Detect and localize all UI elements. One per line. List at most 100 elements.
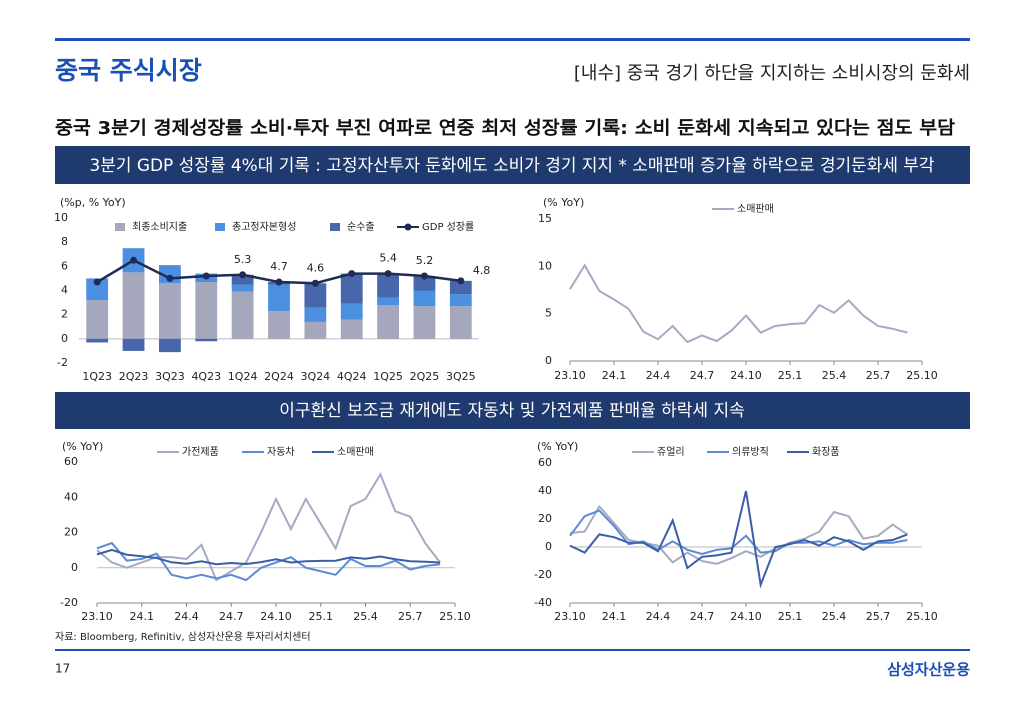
bar-segment (449, 306, 472, 339)
legend-swatch (330, 223, 340, 231)
x-tick-label: 25.4 (822, 610, 847, 623)
legend-label: 의류방직 (732, 446, 769, 458)
x-tick-label: 24.1 (602, 610, 627, 623)
legend-label: 화장품 (812, 446, 840, 458)
x-tick-label: 1Q23 (82, 370, 112, 383)
gdp-point (93, 278, 101, 286)
series-line (569, 263, 908, 344)
series-line (96, 548, 441, 566)
y-tick-label: 6 (61, 259, 68, 272)
x-tick-label: 2Q25 (410, 370, 440, 383)
legend-label: 자동차 (267, 446, 295, 458)
page-number: 17 (55, 662, 70, 676)
bar-segment (413, 306, 436, 339)
y-tick-label: 0 (71, 561, 78, 574)
y-tick-label: -40 (534, 596, 552, 609)
axis-unit: (% YoY) (543, 196, 584, 209)
x-tick-label: 2Q24 (264, 370, 294, 383)
legend-label: 최종소비지출 (132, 221, 187, 233)
bar-segment (268, 284, 290, 312)
x-tick-label: 24.1 (130, 610, 155, 623)
logo: 삼성자산운용 (887, 661, 970, 679)
x-tick-label: 25.10 (906, 369, 938, 382)
x-tick-label: 25.4 (822, 369, 847, 382)
x-tick-label: 24.7 (690, 369, 715, 382)
bottom-rule (55, 649, 970, 651)
x-tick-label: 3Q25 (446, 370, 476, 383)
gdp-point (457, 277, 465, 285)
banner-text: 이구환신 보조금 재개에도 자동차 및 가전제품 판매율 하락세 지속 (279, 401, 745, 421)
gdp-point (130, 256, 138, 264)
x-tick-label: 4Q23 (191, 370, 221, 383)
bar-segment (304, 307, 327, 322)
bar-segment (231, 291, 254, 339)
y-tick-label: 60 (538, 456, 552, 469)
gdp-point (311, 279, 319, 287)
bar-segment (195, 338, 218, 342)
legend-label: 쥬얼리 (657, 446, 685, 458)
banner (55, 146, 970, 184)
source-note: 자료: Bloomberg, Refinitiv, 삼성자산운용 투자리서치센터 (55, 631, 311, 643)
x-tick-label: 25.1 (778, 610, 803, 623)
bar-segment (377, 273, 399, 298)
bar-segment (449, 280, 472, 295)
gdp-point (275, 278, 283, 286)
x-tick-label: 25.1 (778, 369, 803, 382)
y-tick-label: 60 (64, 455, 78, 468)
bar-segment (449, 294, 472, 307)
x-tick-label: 1Q24 (228, 370, 258, 383)
y-tick-label: 20 (538, 512, 552, 525)
legend-label: 소매판매 (737, 203, 774, 215)
x-tick-label: 25.1 (309, 610, 334, 623)
y-tick-label: 4 (61, 284, 68, 297)
y-tick-label: 40 (64, 490, 78, 503)
bar-segment (268, 311, 290, 339)
axis-unit: (%p, % YoY) (60, 196, 126, 209)
series-line (96, 541, 441, 582)
y-tick-label: 8 (61, 235, 68, 248)
gdp-point (384, 270, 392, 278)
y-tick-label: 15 (538, 212, 552, 225)
legend-swatch (115, 223, 125, 231)
x-tick-label: 24.10 (260, 610, 292, 623)
y-tick-label: 10 (538, 259, 552, 272)
bar-segment (340, 319, 363, 339)
x-tick-label: 25.10 (906, 610, 938, 623)
x-tick-label: 25.7 (866, 610, 891, 623)
bar-segment (86, 300, 109, 339)
x-tick-label: 25.10 (439, 610, 471, 623)
data-label: 5.2 (416, 254, 434, 267)
x-tick-label: 1Q25 (373, 370, 403, 383)
x-tick-label: 24.10 (730, 369, 762, 382)
legend-label: 순수출 (347, 221, 375, 233)
bar-segment (340, 273, 363, 304)
bar-segment (122, 338, 145, 351)
axis-unit: (% YoY) (537, 440, 578, 453)
legend-label: 총고정자본형성 (232, 221, 296, 233)
bar-segment (159, 283, 181, 339)
gdp-point (239, 271, 247, 279)
x-tick-label: 25.7 (866, 369, 891, 382)
y-tick-label: -20 (60, 596, 78, 609)
y-tick-label: -20 (534, 568, 552, 581)
data-label: 4.8 (473, 264, 491, 277)
x-tick-label: 24.7 (690, 610, 715, 623)
data-label: 4.6 (307, 261, 325, 274)
bar-segment (340, 303, 363, 320)
bar-segment (195, 282, 218, 339)
page-title: 중국 주식시장 (55, 56, 202, 85)
bar-segment (413, 276, 436, 291)
gdp-point (420, 272, 428, 280)
bar-segment (159, 338, 181, 353)
gdp-point (348, 270, 356, 278)
bar-segment (304, 321, 327, 339)
y-tick-label: 5 (545, 307, 552, 320)
x-tick-label: 24.7 (219, 610, 244, 623)
bar-segment (304, 283, 327, 308)
x-tick-label: 4Q24 (337, 370, 367, 383)
banner (55, 392, 970, 429)
gdp-point (166, 274, 174, 282)
bar-segment (377, 297, 399, 305)
bar-segment (122, 272, 145, 339)
